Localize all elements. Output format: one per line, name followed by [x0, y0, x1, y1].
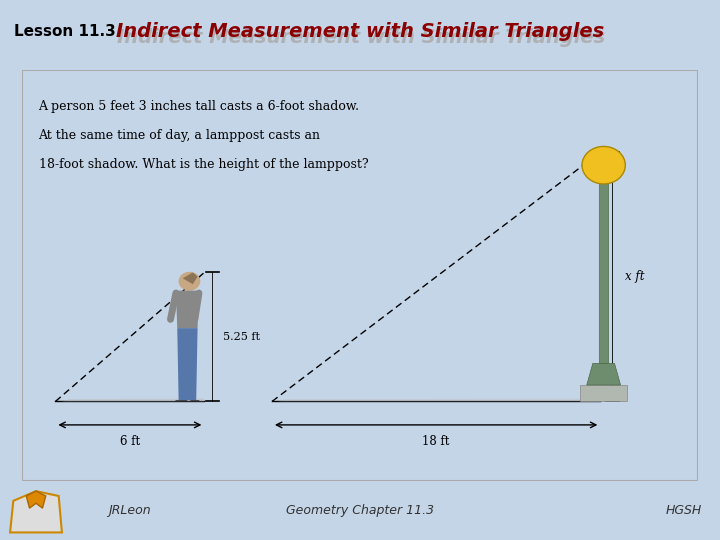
Text: Indirect Measurement with Similar Triangles: Indirect Measurement with Similar Triang… [116, 22, 604, 40]
Bar [580, 385, 627, 401]
Text: 18 ft: 18 ft [423, 435, 450, 448]
Polygon shape [176, 291, 199, 328]
Polygon shape [62, 399, 204, 401]
Polygon shape [27, 491, 46, 508]
Circle shape [582, 146, 625, 184]
Polygon shape [177, 328, 197, 400]
Text: Indirect Measurement with Similar Triangles: Indirect Measurement with Similar Triang… [117, 28, 606, 47]
Text: JRLeon: JRLeon [108, 504, 151, 517]
Polygon shape [183, 273, 197, 284]
Text: Geometry Chapter 11.3: Geometry Chapter 11.3 [286, 504, 434, 517]
Circle shape [179, 273, 199, 290]
Polygon shape [279, 399, 600, 401]
Bar [599, 179, 608, 363]
Text: A person 5 feet 3 inches tall casts a 6-foot shadow.: A person 5 feet 3 inches tall casts a 6-… [39, 99, 359, 112]
Polygon shape [587, 363, 621, 385]
Bar [597, 172, 611, 179]
Text: At the same time of day, a lamppost casts an: At the same time of day, a lamppost cast… [39, 129, 320, 142]
Text: HGSH: HGSH [666, 504, 702, 517]
Text: 6 ft: 6 ft [120, 435, 140, 448]
Text: 18-foot shadow. What is the height of the lamppost?: 18-foot shadow. What is the height of th… [39, 158, 368, 171]
Text: 5.25 ft: 5.25 ft [222, 332, 260, 342]
Text: x ft: x ft [625, 271, 644, 284]
Polygon shape [189, 400, 200, 401]
Text: Lesson 11.3: Lesson 11.3 [14, 24, 116, 38]
Polygon shape [174, 400, 188, 401]
Polygon shape [10, 491, 62, 532]
